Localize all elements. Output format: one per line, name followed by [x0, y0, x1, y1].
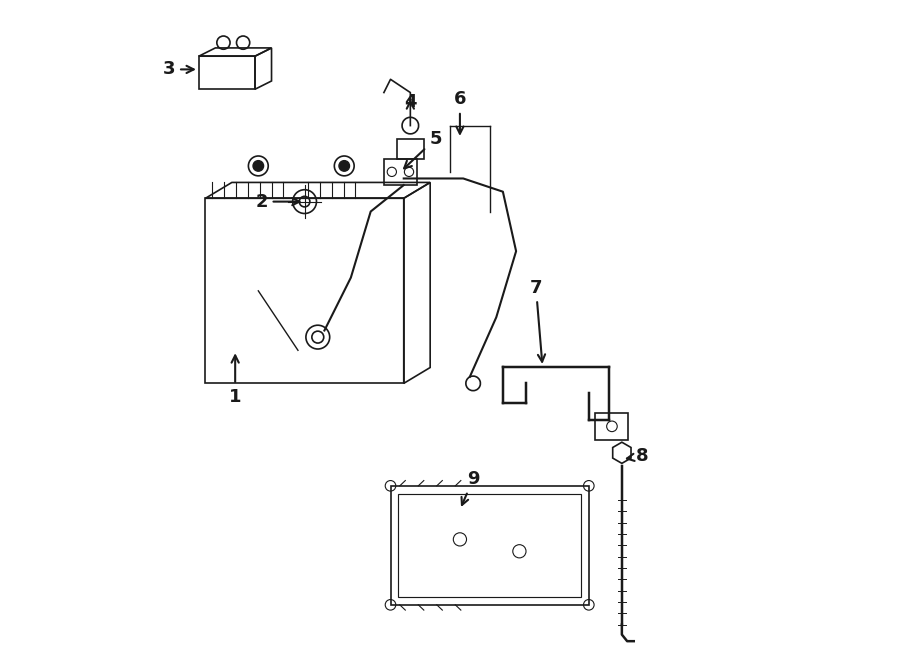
- Text: 5: 5: [404, 130, 442, 169]
- Text: 6: 6: [454, 90, 466, 134]
- Text: 7: 7: [530, 278, 545, 362]
- Circle shape: [253, 161, 264, 171]
- Text: 3: 3: [163, 60, 194, 79]
- Circle shape: [339, 161, 349, 171]
- Text: 9: 9: [462, 470, 480, 505]
- Text: 1: 1: [229, 356, 241, 406]
- Text: 8: 8: [627, 447, 648, 465]
- Text: 2: 2: [256, 192, 300, 211]
- Text: 4: 4: [404, 93, 417, 112]
